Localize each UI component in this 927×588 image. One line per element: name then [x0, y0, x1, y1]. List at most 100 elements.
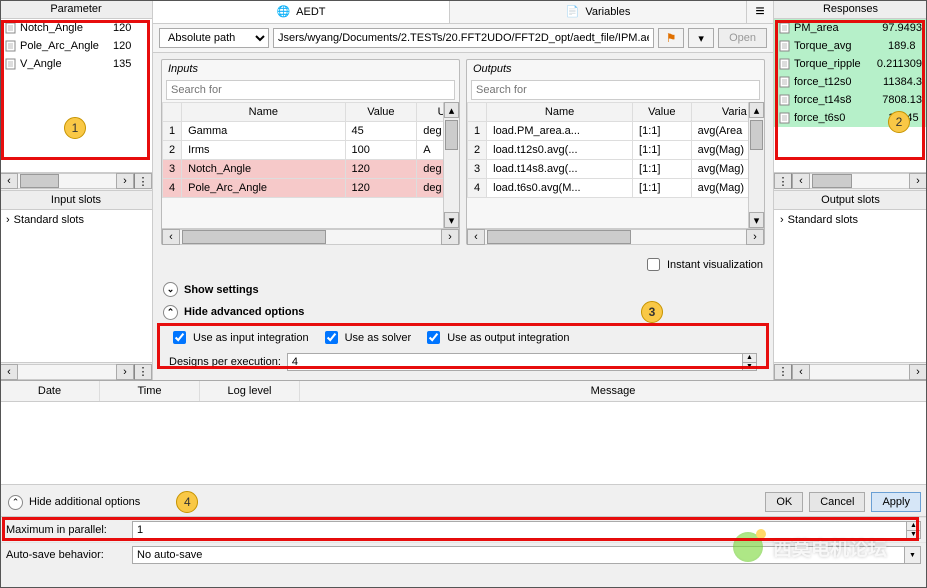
table-row[interactable]: 2load.t12s0.avg(...[1:1]avg(Mag)	[468, 141, 749, 160]
responses-title: Responses	[774, 0, 927, 19]
outputs-vscroll[interactable]: ▴ ▾	[748, 102, 764, 228]
doc-icon	[779, 22, 791, 34]
log-col-message[interactable]: Message	[300, 381, 927, 401]
response-row[interactable]: Torque_ripple0.211309	[774, 55, 927, 73]
spin-down-icon[interactable]: ▼	[743, 363, 756, 371]
parameter-title: Parameter	[0, 0, 152, 19]
ok-button[interactable]: OK	[765, 492, 803, 512]
doc-icon	[779, 40, 791, 52]
inputs-title: Inputs	[162, 60, 459, 78]
use-as-solver[interactable]: Use as solver	[321, 328, 412, 347]
input-slots-body: › Standard slots	[0, 210, 152, 363]
parameter-value: 120	[109, 22, 147, 34]
open-button[interactable]: Open	[718, 28, 767, 48]
scroll-down-icon[interactable]: ▾	[444, 212, 459, 228]
log-body	[0, 402, 927, 484]
outputs-title: Outputs	[467, 60, 764, 78]
scroll-up-icon[interactable]: ▴	[444, 102, 459, 118]
hide-advanced-toggle[interactable]: ⌃ Hide advanced options 3	[163, 299, 763, 325]
table-row[interactable]: 3Notch_Angle120deg	[163, 160, 444, 179]
parameter-value: 135	[109, 58, 147, 70]
parameter-hscroll[interactable]: ‹ › ⋮	[0, 172, 152, 190]
response-row[interactable]: force_t14s87808.13	[774, 91, 927, 109]
show-settings-toggle[interactable]: ⌄ Show settings	[163, 280, 763, 299]
left-column: Parameter Notch_Angle120Pole_Arc_Angle12…	[0, 0, 152, 380]
spin-up-icon[interactable]: ▲	[743, 354, 756, 363]
log-col-time[interactable]: Time	[100, 381, 200, 401]
doc-icon	[5, 22, 17, 34]
outputs-search[interactable]	[471, 80, 760, 100]
dropdown-icon[interactable]: ▼	[905, 547, 920, 563]
spin-down-icon[interactable]: ▼	[907, 531, 920, 539]
designs-input[interactable]	[288, 354, 328, 370]
scroll-left-icon[interactable]: ‹	[0, 173, 18, 189]
center-column: 🌐 AEDT 📄 Variables ≡ Absolute path ⚑ ▾ O…	[152, 0, 774, 380]
apply-button[interactable]: Apply	[871, 492, 921, 512]
output-slots-hscroll[interactable]: ⋮ ‹›	[774, 362, 927, 380]
outputs-hscroll[interactable]: ‹›	[467, 228, 764, 244]
badge-2: 2	[888, 111, 910, 133]
doc-icon	[779, 76, 791, 88]
input-slots-hscroll[interactable]: ‹›⋮	[0, 362, 152, 380]
badge-4: 4	[176, 491, 198, 513]
use-input-integration[interactable]: Use as input integration	[169, 328, 309, 347]
use-output-integration[interactable]: Use as output integration	[423, 328, 569, 347]
inputs-hscroll[interactable]: ‹›	[162, 228, 459, 244]
table-row[interactable]: 1Gamma45deg	[163, 122, 444, 141]
table-row[interactable]: 4Pole_Arc_Angle120deg	[163, 179, 444, 198]
response-name: force_t14s8	[794, 94, 875, 106]
parameter-row[interactable]: Notch_Angle120	[0, 19, 152, 37]
chevron-down-icon: ⌄	[163, 282, 178, 297]
outputs-table-wrap[interactable]: NameValueVaria1load.PM_area.a...[1:1]avg…	[467, 102, 748, 228]
tab-aedt[interactable]: 🌐 AEDT	[153, 0, 450, 23]
doc-icon	[779, 94, 791, 106]
path-type-select[interactable]: Absolute path	[159, 28, 269, 48]
spin-up-icon[interactable]: ▲	[907, 522, 920, 531]
parameter-row[interactable]: Pole_Arc_Angle120	[0, 37, 152, 55]
outputs-table: NameValueVaria1load.PM_area.a...[1:1]avg…	[467, 102, 748, 198]
instant-viz-checkbox[interactable]	[647, 258, 660, 271]
autosave-field[interactable]: No auto-save ▼	[132, 546, 921, 564]
table-row[interactable]: 3load.t14s8.avg(...[1:1]avg(Mag)	[468, 160, 749, 179]
inputs-search[interactable]	[166, 80, 455, 100]
log-col-date[interactable]: Date	[0, 381, 100, 401]
path-input[interactable]	[273, 28, 654, 48]
inputs-table-wrap[interactable]: NameValueUn1Gamma45deg2Irms100A3Notch_An…	[162, 102, 443, 228]
response-row[interactable]: Torque_avg189.8	[774, 37, 927, 55]
log-col-level[interactable]: Log level	[200, 381, 300, 401]
output-slots-body: › Standard slots	[774, 210, 927, 363]
tab-variables[interactable]: 📄 Variables	[450, 0, 747, 23]
menu-icon[interactable]: ≡	[747, 3, 773, 21]
table-row[interactable]: 1load.PM_area.a...[1:1]avg(Area	[468, 122, 749, 141]
chevron-up-icon[interactable]: ⌃	[8, 495, 23, 510]
parameter-name: V_Angle	[20, 58, 106, 70]
inputs-table: NameValueUn1Gamma45deg2Irms100A3Notch_An…	[162, 102, 443, 198]
designs-spinner[interactable]: ▲▼	[287, 353, 757, 371]
parameter-row[interactable]: V_Angle135	[0, 55, 152, 73]
response-row[interactable]: PM_area97.9493	[774, 19, 927, 37]
io-zone: Inputs NameValueUn1Gamma45deg2Irms100A3N…	[153, 53, 773, 251]
response-value: 97.9493	[878, 22, 922, 34]
instant-viz-label: Instant visualization	[667, 259, 763, 271]
below-io: Instant visualization ⌄ Show settings ⌃ …	[153, 251, 773, 380]
input-slots-expander[interactable]: › Standard slots	[0, 210, 90, 230]
splitter-icon[interactable]: ⋮	[134, 173, 152, 189]
scroll-right-icon[interactable]: ›	[116, 173, 134, 189]
response-row[interactable]: force_t12s011384.3	[774, 73, 927, 91]
output-slots-expander[interactable]: › Standard slots	[774, 210, 864, 230]
inputs-vscroll[interactable]: ▴ ▾	[443, 102, 459, 228]
max-parallel-field[interactable]: 1 ▲▼	[132, 521, 921, 539]
path-more-button[interactable]: ▾	[688, 28, 714, 48]
table-row[interactable]: 4load.t6s0.avg(M...[1:1]avg(Mag)	[468, 179, 749, 198]
flag-button[interactable]: ⚑	[658, 28, 684, 48]
output-slots-title: Output slots	[774, 190, 927, 210]
bottom-options-row: ⌃ Hide additional options 4 OK Cancel Ap…	[0, 484, 927, 516]
doc-icon	[779, 58, 791, 70]
table-row[interactable]: 2Irms100A	[163, 141, 444, 160]
designs-label: Designs per execution:	[169, 356, 281, 368]
autosave-row: Auto-save behavior: No auto-save ▼	[0, 542, 927, 567]
cancel-button[interactable]: Cancel	[809, 492, 865, 512]
autosave-label: Auto-save behavior:	[6, 549, 126, 561]
responses-hscroll[interactable]: ⋮ ‹›	[774, 172, 927, 190]
variables-icon: 📄	[566, 5, 580, 18]
